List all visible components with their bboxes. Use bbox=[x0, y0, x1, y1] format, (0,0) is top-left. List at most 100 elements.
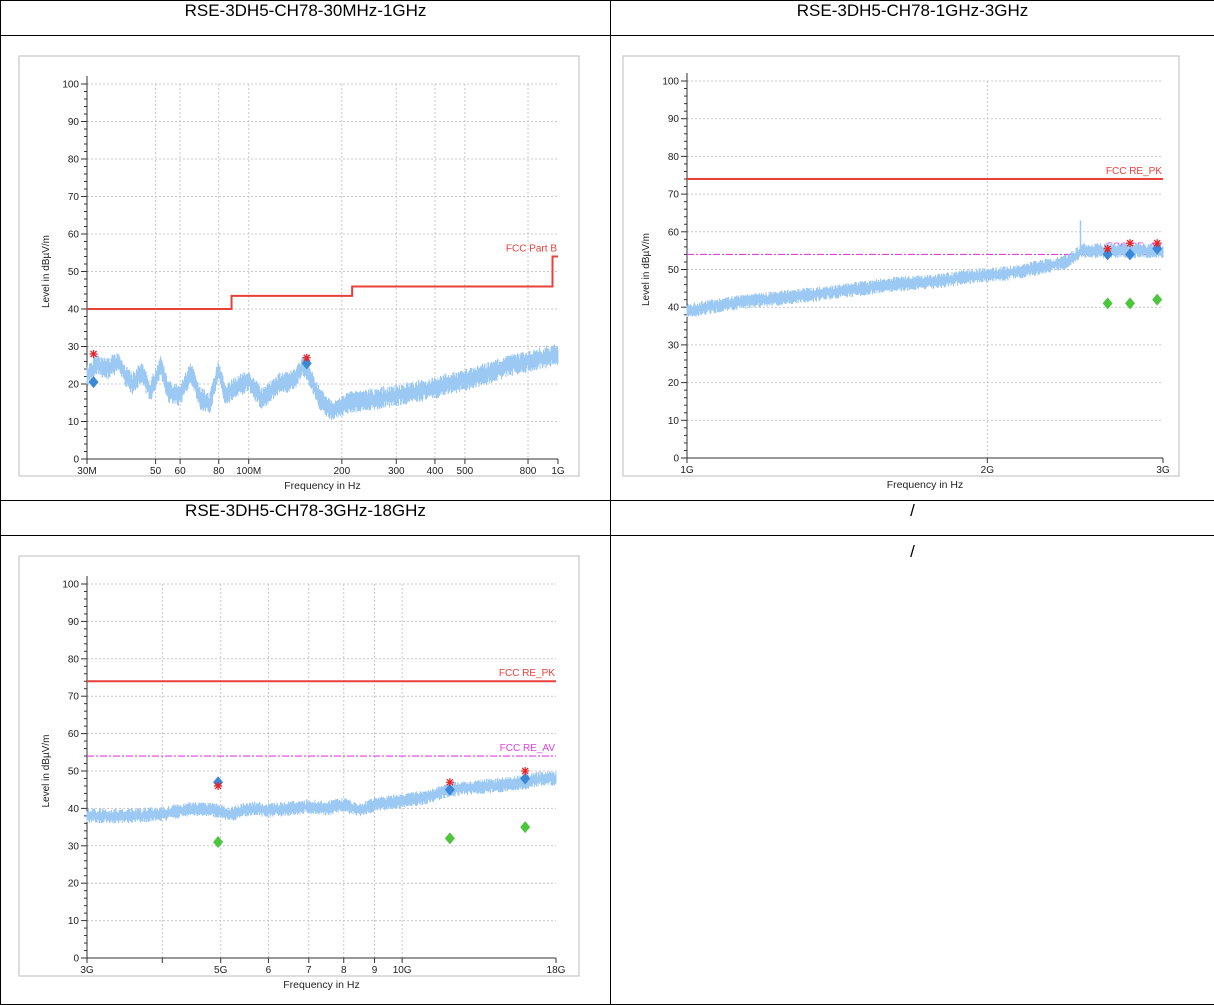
chart-cell-3ghz-18ghz: 0 10 20 30 40 50 60 70 80 90 100 3G 5G 6 7 8 9 10G 18G Freq… bbox=[0, 535, 611, 1005]
x-tick-label: 200 bbox=[333, 466, 350, 477]
peak-marker bbox=[1126, 239, 1135, 248]
qp-marker bbox=[1125, 248, 1136, 261]
y-tick-label: 30 bbox=[68, 841, 80, 852]
y-tick-label: 80 bbox=[68, 155, 80, 166]
x-tick-label: 1G bbox=[551, 466, 565, 477]
y-tick-label: 60 bbox=[668, 227, 680, 238]
x-tick-label: 18G bbox=[547, 965, 566, 976]
peak-marker bbox=[521, 767, 530, 775]
peak-marker bbox=[445, 778, 454, 787]
chart-frame bbox=[622, 55, 1180, 477]
limit-label-av: FCC RE_AV bbox=[500, 743, 556, 754]
x-tick-label: 9 bbox=[372, 965, 378, 976]
y-tick-label: 10 bbox=[68, 916, 80, 927]
empty-cell-text: / bbox=[910, 542, 915, 561]
y-tick-label: 80 bbox=[668, 152, 680, 163]
y-tick-label: 0 bbox=[673, 454, 679, 465]
qp-marker bbox=[520, 772, 531, 785]
y-tick-label: 40 bbox=[68, 804, 80, 815]
limit-label-pk: FCC RE_PK bbox=[499, 668, 555, 679]
limit-label-pk: FCC RE_PK bbox=[1106, 166, 1162, 177]
x-axis-label: Frequency in Hz bbox=[284, 480, 360, 492]
y-tick-label: 60 bbox=[68, 729, 80, 740]
avg-marker bbox=[213, 836, 224, 849]
avg-marker bbox=[520, 821, 531, 834]
chart-1ghz-3ghz: 0 10 20 30 40 50 60 70 80 90 100 1G 2G 3G Frequency in… bbox=[622, 55, 1180, 491]
limit-line-pk bbox=[87, 255, 558, 310]
y-tick-label: 70 bbox=[68, 192, 80, 203]
y-axis-label: Level in dBµV/m bbox=[41, 734, 52, 807]
x-tick-label: 100M bbox=[236, 466, 261, 477]
x-tick-label: 3G bbox=[1156, 465, 1170, 476]
x-tick-label: 80 bbox=[213, 466, 225, 477]
peak-marker bbox=[1103, 244, 1112, 253]
peak-marker bbox=[89, 350, 98, 358]
y-tick-label: 20 bbox=[68, 380, 80, 391]
avg-marker bbox=[444, 832, 455, 845]
chart-30mhz-1ghz: 0 10 20 30 40 50 60 70 80 90 100 30M 50 60 80 100M 200 30… bbox=[18, 55, 580, 492]
y-tick-label: 100 bbox=[662, 77, 679, 88]
x-tick-label: 400 bbox=[427, 466, 444, 477]
x-tick-label: 10G bbox=[393, 965, 412, 976]
x-tick-label: 300 bbox=[388, 466, 405, 477]
y-tick-label: 50 bbox=[68, 767, 80, 778]
x-tick-label: 60 bbox=[175, 466, 187, 477]
limit-label-pk: FCC Part B bbox=[506, 244, 557, 255]
x-tick-label: 3G bbox=[80, 965, 94, 976]
y-tick-label: 10 bbox=[668, 416, 680, 427]
y-tick-label: 20 bbox=[668, 378, 680, 389]
x-tick-label: 30M bbox=[77, 466, 96, 477]
peak-marker bbox=[214, 781, 223, 790]
y-tick-label: 70 bbox=[668, 190, 680, 201]
y-tick-label: 90 bbox=[68, 617, 80, 628]
x-tick-label: 8 bbox=[341, 965, 347, 976]
qp-marker bbox=[88, 376, 99, 389]
y-tick-label: 30 bbox=[668, 340, 680, 351]
chart-cell-30mhz-1ghz: 0 10 20 30 40 50 60 70 80 90 100 30M 50 60 80 100M 200 30… bbox=[0, 35, 611, 501]
x-tick-label: 5G bbox=[214, 965, 228, 976]
y-tick-label: 20 bbox=[68, 879, 80, 890]
y-tick-label: 50 bbox=[68, 267, 80, 278]
chart-frame bbox=[18, 555, 580, 977]
peak-marker bbox=[1153, 239, 1162, 248]
x-tick-label: 800 bbox=[520, 466, 537, 477]
x-tick-label: 1G bbox=[680, 465, 694, 476]
header-30mhz-1ghz: RSE-3DH5-CH78-30MHz-1GHz bbox=[0, 0, 611, 36]
x-tick-label: 6 bbox=[266, 965, 272, 976]
y-tick-label: 90 bbox=[68, 117, 80, 128]
y-tick-label: 70 bbox=[68, 692, 80, 703]
y-axis-label: Level in dBµV/m bbox=[641, 233, 652, 306]
y-tick-label: 60 bbox=[68, 230, 80, 241]
avg-marker bbox=[1125, 297, 1136, 310]
chart-frame bbox=[18, 55, 580, 477]
avg-marker bbox=[1102, 297, 1113, 310]
chart-cell-1ghz-3ghz: 0 10 20 30 40 50 60 70 80 90 100 1G 2G 3G Frequency in… bbox=[610, 35, 1214, 501]
peak-marker bbox=[302, 353, 311, 362]
chart-3ghz-18ghz: 0 10 20 30 40 50 60 70 80 90 100 3G 5G 6 7 8 9 10G 18G Freq… bbox=[18, 555, 580, 991]
y-tick-label: 90 bbox=[668, 114, 680, 125]
empty-cell: / bbox=[610, 535, 1214, 1005]
y-tick-label: 10 bbox=[68, 417, 80, 428]
y-axis-label: Level in dBµV/m bbox=[41, 235, 52, 308]
y-tick-label: 100 bbox=[62, 580, 79, 591]
x-tick-label: 50 bbox=[150, 466, 162, 477]
x-tick-label: 7 bbox=[306, 965, 312, 976]
measurement-trace bbox=[86, 344, 559, 421]
qp-marker bbox=[444, 783, 455, 796]
avg-marker bbox=[1152, 293, 1163, 306]
x-tick-label: 500 bbox=[457, 466, 474, 477]
y-tick-label: 0 bbox=[73, 954, 79, 965]
x-axis-label: Frequency in Hz bbox=[283, 979, 359, 991]
y-tick-label: 40 bbox=[668, 303, 680, 314]
header-empty: / bbox=[610, 500, 1214, 536]
y-tick-label: 30 bbox=[68, 342, 80, 353]
y-tick-label: 50 bbox=[668, 265, 680, 276]
header-1ghz-3ghz: RSE-3DH5-CH78-1GHz-3GHz bbox=[610, 0, 1214, 36]
y-tick-label: 0 bbox=[73, 455, 79, 466]
x-tick-label: 2G bbox=[981, 465, 995, 476]
y-tick-label: 40 bbox=[68, 305, 80, 316]
y-tick-label: 100 bbox=[62, 80, 79, 91]
measurement-trace bbox=[686, 243, 1164, 317]
header-3ghz-18ghz: RSE-3DH5-CH78-3GHz-18GHz bbox=[0, 500, 611, 536]
